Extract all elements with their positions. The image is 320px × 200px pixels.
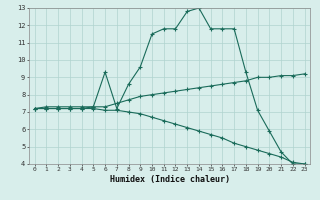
X-axis label: Humidex (Indice chaleur): Humidex (Indice chaleur) bbox=[109, 175, 229, 184]
